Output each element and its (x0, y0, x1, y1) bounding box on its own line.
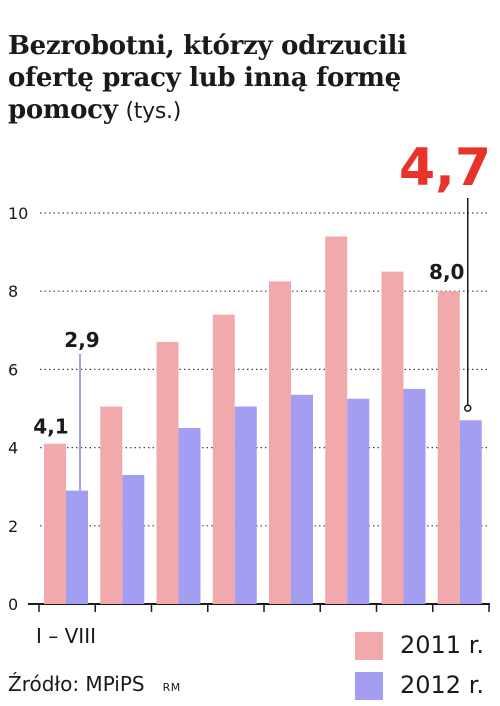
y-tick-label: 2 (8, 517, 18, 536)
y-tick-label: 10 (8, 204, 28, 223)
source-line: Źródło: MPiPS RM (8, 672, 181, 696)
y-tick-label: 6 (8, 360, 18, 379)
bar-2011r-5 (269, 281, 291, 604)
legend-item-2012: 2012 r. (355, 670, 500, 700)
bar-2012r-4 (234, 406, 257, 604)
bar-2012r-3 (178, 428, 201, 604)
bar-2012r-6 (347, 398, 370, 604)
bar-2011r-7 (381, 271, 404, 604)
legend-swatch-2012 (355, 672, 383, 700)
legend-label-2012: 2012 r. (400, 671, 484, 699)
credit-text: RM (162, 681, 181, 694)
bar-2012r-2 (122, 474, 145, 604)
bar-2011r-3 (156, 342, 179, 604)
source-text: Źródło: MPiPS (8, 672, 145, 696)
bar-2011r-8 (437, 291, 460, 604)
bar-2012r-7 (403, 388, 426, 604)
value-label-2012-first: 2,9 (64, 328, 99, 352)
bar-2011r-4 (212, 314, 235, 604)
value-label-2011-last: 8,0 (429, 260, 464, 284)
bar-2012r-1 (66, 490, 88, 604)
value-label-2011-first: 4,1 (33, 415, 68, 439)
bar-2011r-2 (100, 406, 123, 604)
bar-2012r-8 (459, 420, 482, 604)
chart-title: Bezrobotni, którzy odrzucili ofertę prac… (8, 30, 488, 128)
legend-swatch-2011 (355, 632, 383, 660)
y-tick-label: 4 (8, 439, 18, 458)
bar-2012r-5 (291, 394, 313, 604)
annotations: 4,1 2,9 8,0 4,7 (33, 138, 491, 491)
bar-2011r-1 (44, 443, 66, 604)
leader-dot-2012-last (464, 404, 472, 412)
legend-label-2011: 2011 r. (400, 631, 484, 659)
chart-unit: (tys.) (125, 99, 182, 124)
value-label-2012-last-highlight: 4,7 (399, 138, 491, 198)
chart-title-text: Bezrobotni, którzy odrzucili ofertę prac… (8, 31, 407, 125)
y-tick-label: 0 (8, 595, 18, 614)
y-tick-label: 8 (8, 282, 18, 301)
bars (44, 236, 482, 604)
bar-2011r-6 (325, 236, 348, 604)
period-label: I – VIII (36, 624, 96, 648)
legend-item-2011: 2011 r. (355, 630, 500, 660)
